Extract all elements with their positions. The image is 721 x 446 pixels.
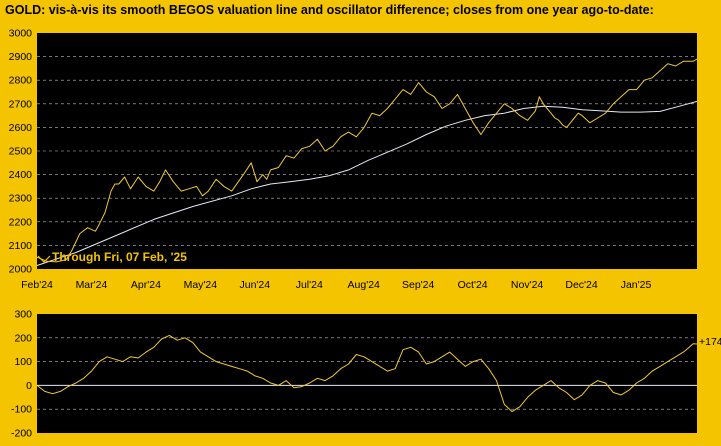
through-date-annotation: Through Fri, 07 Feb, '25 — [52, 250, 187, 264]
x-tick-label: Jan'25 — [621, 279, 652, 291]
price-y-tick-label: 2500 — [9, 146, 33, 158]
price-y-tick-label: 2200 — [9, 216, 33, 228]
price-y-tick-label: 2600 — [9, 122, 33, 134]
x-tick-label: Mar'24 — [76, 279, 108, 291]
price-gridlines — [37, 56, 697, 246]
x-tick-labels: Feb'24 Mar'24 Apr'24 May'24 Jun'24 Jul'24 Aug'… — [21, 279, 651, 291]
price-y-tick-label: 2800 — [9, 75, 33, 87]
x-tick-label: Jun'24 — [240, 279, 271, 291]
arrow-down-icon — [37, 255, 51, 263]
price-series — [36, 58, 698, 266]
oscillator-y-tick-label: -100 — [11, 404, 32, 416]
price-y-tick-label: 2400 — [9, 169, 33, 181]
valuation-line — [36, 100, 698, 266]
oscillator-y-tick-label: 200 — [14, 332, 32, 344]
x-tick-label: Aug'24 — [348, 279, 381, 291]
price-y-tick-label: 2000 — [9, 264, 33, 276]
oscillator-y-tick-label: 100 — [14, 356, 32, 368]
price-y-tick-label: 3000 — [9, 28, 33, 40]
x-tick-label: May'24 — [184, 279, 218, 291]
x-tick-label: Feb'24 — [21, 279, 53, 291]
oscillator-line — [36, 334, 698, 413]
chart-title: GOLD: vis-à-vis its smooth BEGOS valuati… — [5, 3, 654, 17]
price-y-tick-label: 2300 — [9, 193, 33, 205]
oscillator-plot-area — [37, 314, 697, 433]
oscillator-end-label: +174 — [699, 336, 721, 348]
x-tick-label: Oct'24 — [458, 279, 488, 291]
x-tick-label: Jul'24 — [296, 279, 323, 291]
oscillator-gridlines — [37, 337, 697, 410]
oscillator-y-tick-label: 0 — [26, 380, 32, 392]
oscillator-y-tick-labels: -200 -100 0 100 200 300 — [11, 309, 32, 440]
price-y-tick-label: 2900 — [9, 51, 33, 63]
x-tick-label: Sep'24 — [402, 279, 435, 291]
oscillator-y-tick-label: -200 — [11, 428, 32, 440]
price-y-tick-label: 2700 — [9, 98, 33, 110]
x-tick-label: Apr'24 — [131, 279, 161, 291]
oscillator-y-tick-label: 300 — [14, 309, 32, 321]
price-line — [36, 58, 698, 263]
x-tick-label: Dec'24 — [565, 279, 598, 291]
price-y-tick-labels: 2000 2100 2200 2300 2400 2500 2600 2700 2800 2900… — [9, 28, 33, 276]
oscillator-series — [36, 334, 698, 413]
x-tick-label: Nov'24 — [511, 279, 544, 291]
price-y-tick-label: 2100 — [9, 240, 33, 252]
